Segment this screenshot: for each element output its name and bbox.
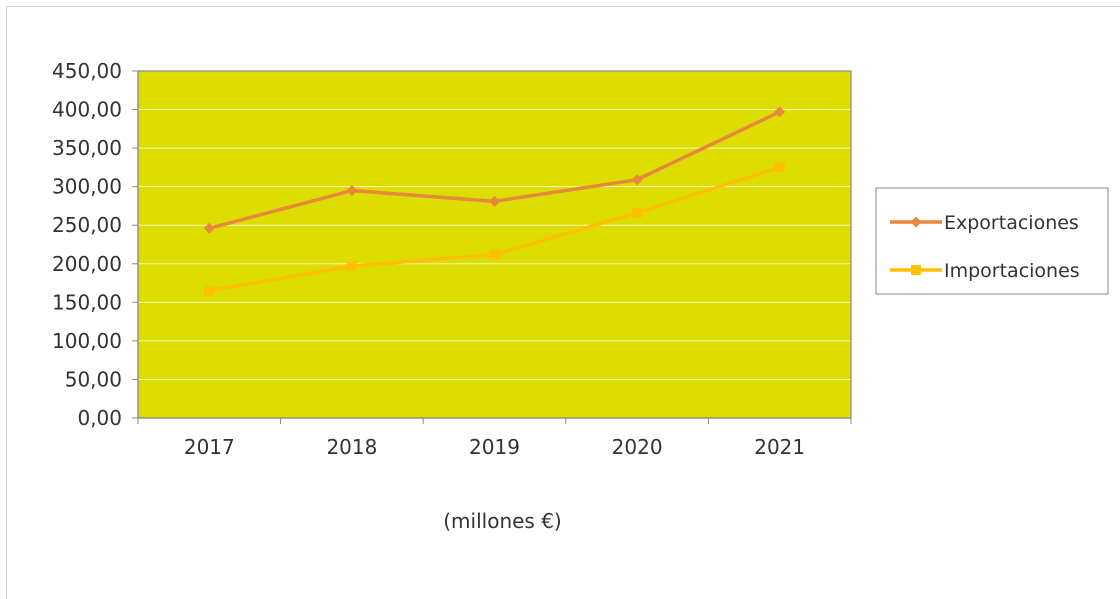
data-point	[631, 174, 643, 186]
series-exportaciones	[203, 106, 786, 234]
y-tick-label: 150,00	[52, 290, 122, 314]
x-tick-label: 2019	[469, 435, 520, 459]
x-axis-label: (millones €)	[443, 509, 561, 533]
legend-box	[875, 187, 1109, 295]
y-tick-label: 50,00	[65, 367, 122, 391]
data-point	[489, 249, 500, 260]
legend-marker	[911, 265, 921, 275]
x-tick-label: 2021	[754, 435, 805, 459]
data-point	[774, 162, 785, 173]
legend-item: Importaciones	[890, 260, 1080, 282]
legend-item: Exportaciones	[890, 212, 1079, 234]
x-tick-label: 2017	[184, 435, 235, 459]
y-tick-label: 450,00	[52, 59, 122, 83]
data-point	[346, 185, 358, 197]
y-tick-label: 400,00	[52, 98, 122, 122]
y-tick-label: 300,00	[52, 175, 122, 199]
y-tick-label: 350,00	[52, 136, 122, 160]
plot-area	[138, 71, 851, 418]
data-point	[489, 195, 500, 207]
data-point	[346, 261, 357, 272]
data-point	[203, 222, 215, 234]
legend-label: Exportaciones	[944, 212, 1079, 234]
x-tick-label: 2020	[612, 435, 663, 459]
chart-frame	[6, 6, 1120, 599]
y-tick-label: 250,00	[52, 213, 122, 237]
data-point	[774, 106, 786, 118]
y-tick-label: 100,00	[52, 329, 122, 353]
data-point	[632, 207, 643, 218]
x-tick-label: 2018	[326, 435, 377, 459]
legend-marker	[910, 216, 922, 228]
y-tick-label: 0,00	[77, 406, 122, 430]
series-importaciones	[204, 162, 785, 296]
data-point	[204, 285, 215, 296]
legend-label: Importaciones	[944, 260, 1080, 282]
y-tick-label: 200,00	[52, 252, 122, 276]
